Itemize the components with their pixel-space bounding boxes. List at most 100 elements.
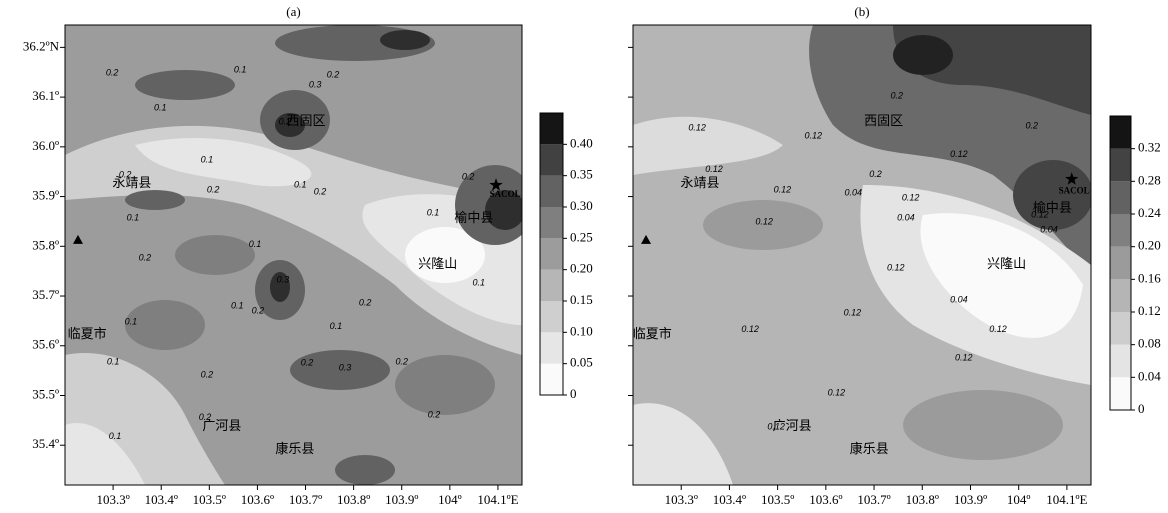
contour-label: 0.2	[314, 186, 327, 196]
contour-label: 0.1	[249, 239, 262, 249]
x-tick-label: 104.1ºE	[1046, 492, 1087, 507]
colorbar-swatch	[540, 113, 563, 145]
x-tick-label: 104º	[1007, 492, 1031, 507]
colorbar-swatch	[1110, 246, 1131, 280]
y-tick-label: 35.9º	[32, 188, 59, 203]
x-tick-label: 103.5º	[193, 492, 226, 507]
colorbar-swatch	[540, 175, 563, 207]
contour-label: 0.2	[462, 172, 475, 182]
place-label: 康乐县	[275, 441, 314, 456]
station-triangle	[641, 234, 652, 244]
contour-label: 0.12	[1031, 209, 1049, 219]
colorbar-tick-label: 0.20	[570, 261, 593, 276]
place-label: 永靖县	[112, 175, 151, 190]
contour-label: 0.04	[845, 187, 863, 197]
colorbar-tick-label: 0.32	[1138, 140, 1161, 155]
y-tick-label: 36.0º	[32, 138, 59, 153]
contour-label: 0.04	[897, 212, 915, 222]
colorbar-tick-label: 0.05	[570, 355, 593, 370]
contour-label: 0.2	[428, 409, 441, 419]
y-tick-label: 35.7º	[32, 287, 59, 302]
contour-label: 0.3	[309, 80, 322, 90]
contour-label: 0.2	[359, 297, 372, 307]
colorbar-swatch	[540, 363, 563, 395]
colorbar-tick-label: 0.08	[1138, 336, 1161, 351]
y-tick-label: 35.8º	[32, 237, 59, 252]
contour-label: 0.1	[107, 357, 120, 367]
colorbar-tick-label: 0.12	[1138, 303, 1161, 318]
place-label: 广河县	[773, 418, 812, 433]
contour-label: 0.1	[472, 277, 485, 287]
contour-label: 0.2	[139, 253, 152, 263]
contour-label: 0.2	[279, 116, 292, 126]
x-tick-label: 103.9º	[954, 492, 987, 507]
contour-label: 0.1	[330, 321, 343, 331]
colorbar-tick-label: 0.15	[570, 292, 593, 307]
contour-label: 0.1	[125, 316, 138, 326]
colorbar-tick-label: 0.25	[570, 229, 593, 244]
contour-label: 0.12	[950, 149, 968, 159]
colorbar-swatch	[1110, 377, 1131, 410]
y-tick-label: 35.6º	[32, 337, 59, 352]
colorbar-frame	[539, 112, 564, 396]
colorbar-swatch	[540, 301, 563, 333]
colorbar-swatch	[1110, 214, 1131, 247]
place-label: 临夏市	[68, 326, 107, 341]
contour-label: 0.1	[201, 155, 214, 165]
contour-label: 0.1	[127, 212, 140, 222]
place-label: 兴隆山	[418, 256, 457, 271]
place-label: 榆中县	[1033, 200, 1072, 215]
plot-frame	[64, 24, 523, 486]
colorbar-tick-label: 0.40	[570, 135, 593, 150]
x-tick-label: 103.5º	[761, 492, 794, 507]
contour-label: 0.2	[395, 357, 408, 367]
colorbar-tick-label: 0.20	[1138, 238, 1161, 253]
colorbar-swatch	[1110, 148, 1131, 182]
x-tick-label: 104º	[438, 492, 462, 507]
x-tick-label: 103.3º	[665, 492, 698, 507]
colorbar-swatch	[1110, 312, 1131, 345]
y-tick-label: 36.2ºN	[23, 38, 60, 53]
y-tick-label: 36.1º	[32, 88, 59, 103]
colorbar-swatch	[1110, 181, 1131, 214]
place-label: 西固区	[286, 113, 325, 128]
colorbar-frame	[1109, 115, 1132, 411]
contour-label: 0.12	[705, 164, 723, 174]
x-tick-label: 103.3º	[96, 492, 129, 507]
x-tick-label: 103.9º	[385, 492, 418, 507]
contour-label: 0.04	[950, 294, 968, 304]
contour-label: 0.3	[339, 363, 352, 373]
contour-label: 0.2	[207, 184, 220, 194]
contour-label: 0.12	[989, 324, 1007, 334]
contour-label: 0.12	[902, 192, 920, 202]
contour-label: 0.12	[774, 184, 792, 194]
place-label: 榆中县	[454, 210, 493, 225]
colorbar-tick-label: 0.28	[1138, 172, 1161, 187]
contour-label: 0.2	[106, 68, 119, 78]
colorbar-tick-label: 0.10	[570, 323, 593, 338]
colorbar-swatch	[1110, 279, 1131, 312]
x-tick-label: 103.4º	[713, 492, 746, 507]
colorbar-tick-label: 0.04	[1138, 368, 1161, 383]
contour-label: 0.1	[154, 102, 167, 112]
place-label: 康乐县	[850, 441, 889, 456]
colorbar-swatch	[540, 238, 563, 270]
x-tick-label: 103.6º	[241, 492, 274, 507]
panel-label: (b)	[854, 4, 869, 19]
contour-label: 0.1	[294, 180, 307, 190]
station-triangle	[72, 234, 83, 244]
y-tick-label: 35.5º	[32, 386, 59, 401]
contour-label: 0.2	[301, 358, 314, 368]
contour-label: 0.2	[869, 169, 882, 179]
panel-label: (a)	[286, 4, 300, 19]
contour-label: 0.12	[955, 353, 973, 363]
colorbar-tick-label: 0.30	[570, 198, 593, 213]
place-label: 西固区	[864, 113, 903, 128]
contour-label: 0.12	[741, 324, 759, 334]
contour-label: 0.1	[109, 431, 122, 441]
x-tick-label: 103.4º	[145, 492, 178, 507]
x-tick-label: 103.7º	[857, 492, 890, 507]
plot-frame	[632, 24, 1092, 486]
contour-label: 0.3	[277, 274, 290, 284]
